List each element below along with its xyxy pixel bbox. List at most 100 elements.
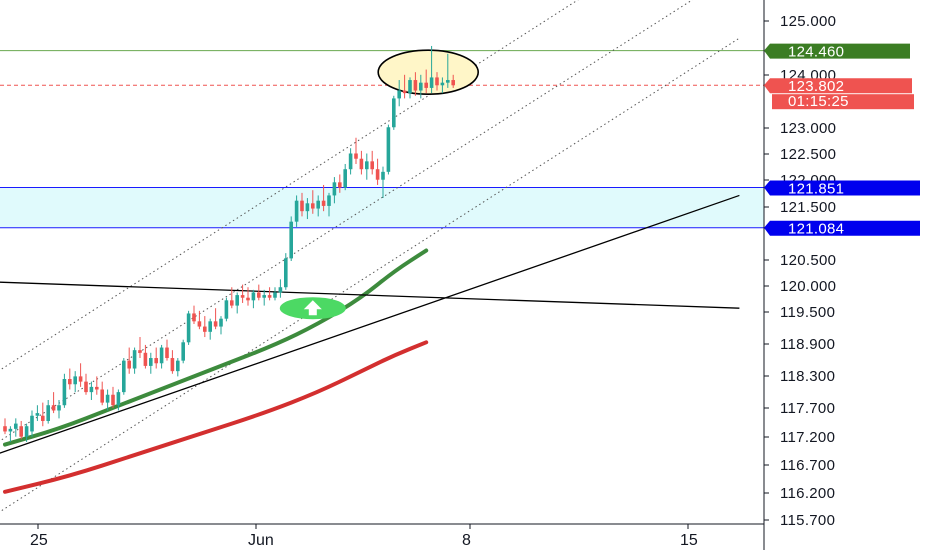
candle-body xyxy=(343,169,347,188)
candle-body xyxy=(46,405,50,421)
candle xyxy=(230,287,234,309)
candle xyxy=(46,399,50,424)
candle xyxy=(224,297,229,322)
candle-body xyxy=(8,428,13,432)
candle-body xyxy=(89,386,94,393)
candle-body xyxy=(122,360,126,393)
candle xyxy=(267,287,272,301)
candle-body xyxy=(219,318,223,327)
candle-body xyxy=(402,90,407,94)
candle xyxy=(375,158,380,185)
candle xyxy=(257,284,261,301)
candle-body xyxy=(143,352,148,366)
breakout-arrow xyxy=(279,297,346,320)
candle-body xyxy=(186,313,191,343)
candle xyxy=(186,310,191,345)
candle-body xyxy=(235,295,239,306)
candle-body xyxy=(84,381,88,393)
resistance-tag: 124.460 xyxy=(764,43,910,61)
time-tick-label: 15 xyxy=(680,532,698,549)
parallel-channel xyxy=(0,0,740,513)
zone-fill xyxy=(0,187,764,228)
candle xyxy=(19,420,23,440)
price-tick-label: 116.700 xyxy=(780,457,835,474)
countdown-tag-bg xyxy=(772,94,914,110)
candle-body xyxy=(19,426,23,437)
price-tick-label: 119.500 xyxy=(780,304,835,321)
candle xyxy=(246,287,250,306)
candle xyxy=(332,177,337,204)
highlight-marker xyxy=(377,49,480,95)
countdown-tag: 01:15:25 xyxy=(772,93,914,110)
candle xyxy=(192,305,196,324)
candle-body xyxy=(95,386,99,390)
candle xyxy=(402,74,407,99)
candle xyxy=(138,337,142,359)
candle xyxy=(3,418,7,435)
candle-body xyxy=(68,379,72,385)
price-tick-label: 116.200 xyxy=(780,485,835,502)
candle xyxy=(348,148,353,175)
candle-body xyxy=(30,415,34,432)
zone-top-tag: 121.851 xyxy=(764,180,920,198)
highlight-circle xyxy=(377,49,480,95)
candle xyxy=(354,137,358,164)
candle-body xyxy=(273,292,277,298)
candle-body xyxy=(192,313,196,322)
candle-body xyxy=(57,405,61,411)
candle-body xyxy=(257,292,261,298)
candle-body xyxy=(149,358,153,366)
candle-body xyxy=(446,80,450,83)
candle-body xyxy=(62,379,67,406)
candle-body xyxy=(300,200,304,212)
price-tick-label: 118.300 xyxy=(780,368,835,385)
candle-body xyxy=(267,295,272,298)
candle xyxy=(365,153,369,180)
candle-body xyxy=(170,358,175,372)
candle xyxy=(240,284,245,303)
candle-body xyxy=(284,258,288,288)
time-axis[interactable]: 25 Jun 8 15 xyxy=(0,523,764,549)
candle-body xyxy=(408,80,412,94)
candle-body xyxy=(392,98,396,128)
candle xyxy=(392,95,396,130)
candle-body xyxy=(159,347,164,364)
candle xyxy=(51,392,56,414)
candle xyxy=(419,74,423,99)
time-tick-label: Jun xyxy=(248,532,274,549)
candle xyxy=(251,289,256,309)
candle-body xyxy=(413,80,418,91)
candle-body xyxy=(127,360,131,369)
candle xyxy=(197,310,202,330)
candle xyxy=(170,350,175,374)
candle-body xyxy=(73,376,77,385)
candle xyxy=(100,381,104,406)
candle xyxy=(68,368,72,390)
candle xyxy=(262,289,266,306)
candle-body xyxy=(3,426,7,432)
candle-body xyxy=(370,161,374,170)
candle xyxy=(203,316,207,338)
candle xyxy=(289,216,293,261)
zone-bottom-tag: 121.084 xyxy=(764,220,920,238)
last-price-tag-label: 123.802 xyxy=(788,78,844,95)
candle-body xyxy=(321,200,326,206)
channel-mid xyxy=(0,0,694,442)
candle-body xyxy=(246,297,250,301)
candle xyxy=(321,184,326,212)
price-tick-label: 115.700 xyxy=(780,512,835,529)
candle-body xyxy=(138,350,142,353)
candle xyxy=(181,339,185,364)
candle-body xyxy=(176,360,180,372)
candle-body xyxy=(338,182,342,188)
demand-zone xyxy=(0,187,764,229)
candle xyxy=(208,318,212,340)
price-tick-label: 123.000 xyxy=(780,120,836,137)
candle-body xyxy=(375,169,380,180)
candle-body xyxy=(316,200,320,209)
candle xyxy=(359,150,364,175)
price-tick-label: 117.200 xyxy=(780,429,835,446)
candle-body xyxy=(14,423,18,429)
candle xyxy=(132,347,137,374)
